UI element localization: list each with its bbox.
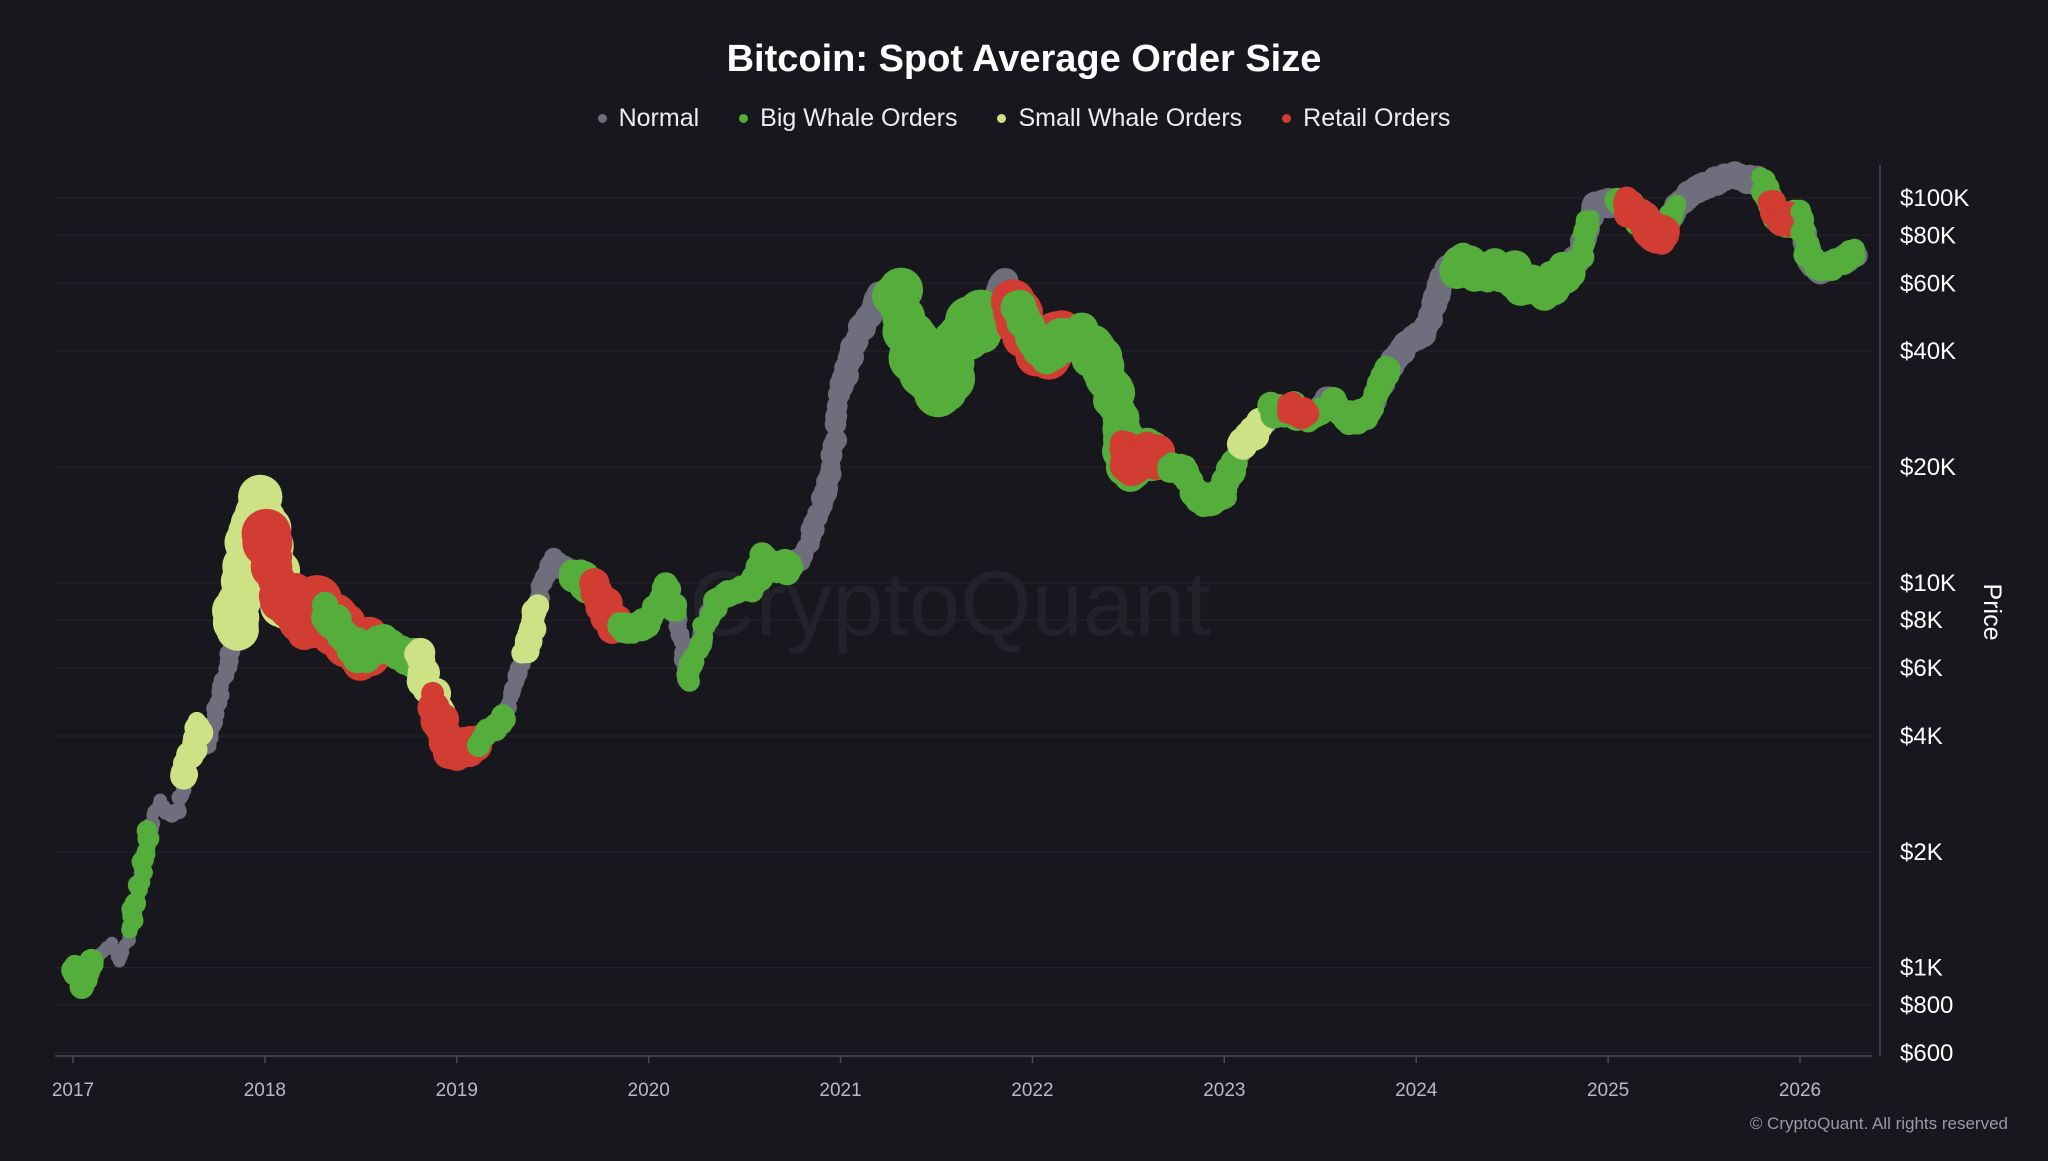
y-tick-label: $2K	[1900, 839, 1943, 866]
y-tick-label: $80K	[1900, 222, 1956, 249]
point-retail-orders	[1648, 215, 1680, 248]
y-tick-label: $10K	[1900, 570, 1956, 597]
legend-label-normal: Normal	[618, 104, 700, 132]
copyright-notice: © CryptoQuant. All rights reserved	[1749, 1114, 2008, 1133]
point-big-whale-orders	[491, 704, 515, 728]
y-axis-title: Price	[1978, 584, 2006, 641]
y-tick-label: $100K	[1900, 185, 1969, 212]
x-tick-label: 2019	[436, 1080, 478, 1101]
legend-label-retail: Retail Orders	[1303, 104, 1451, 132]
legend-label-big-whale: Big Whale Orders	[760, 104, 958, 132]
data-points	[61, 161, 1868, 999]
x-tick-label: 2023	[1203, 1080, 1245, 1101]
x-tick-label: 2017	[52, 1080, 94, 1101]
x-tick-label: 2024	[1395, 1080, 1438, 1101]
y-tick-labels: $100K $80K $60K $40K $20K $10K $8K $6K $4K $2K $1K…	[1900, 185, 1969, 1067]
y-tick-label: $60K	[1900, 270, 1956, 297]
y-tick-label: $4K	[1900, 723, 1943, 750]
point-big-whale-orders	[668, 603, 687, 622]
y-tick-label: $20K	[1900, 454, 1956, 481]
point-retail-orders	[1295, 403, 1315, 422]
legend-dot-big-whale	[739, 114, 749, 123]
legend-dot-normal	[597, 114, 607, 123]
point-normal	[825, 429, 848, 452]
x-tick-label: 2018	[244, 1080, 286, 1101]
y-tick-label: $8K	[1900, 607, 1943, 634]
point-big-whale-orders	[1844, 238, 1865, 260]
point-big-whale-orders	[136, 820, 158, 841]
x-tick-label: 2022	[1011, 1080, 1053, 1101]
legend-label-small-whale: Small Whale Orders	[1018, 104, 1243, 132]
y-tick-label: $1K	[1900, 955, 1943, 982]
legend: Normal Big Whale Orders Small Whale Orde…	[0, 104, 2048, 133]
legend-dot-small-whale	[997, 114, 1007, 123]
y-tick-label: $800	[1900, 992, 1953, 1019]
point-big-whale-orders	[780, 560, 801, 581]
legend-dot-retail	[1282, 114, 1292, 123]
legend-item-big-whale[interactable]: Big Whale Orders	[739, 104, 957, 133]
x-tick-labels: 2017 2018 2019 2020 2021 2022 2023 2024 2025 2026	[52, 1056, 1821, 1101]
point-small-whale-orders	[526, 594, 550, 618]
x-tick-label: 2021	[819, 1080, 861, 1101]
point-small-whale-orders	[189, 720, 213, 744]
point-big-whale-orders	[1374, 355, 1399, 380]
point-big-whale-orders	[82, 951, 100, 969]
point-big-whale-orders	[1667, 194, 1687, 214]
axes	[55, 165, 1881, 1057]
legend-item-retail[interactable]: Retail Orders	[1282, 104, 1450, 133]
legend-item-small-whale[interactable]: Small Whale Orders	[997, 104, 1242, 133]
y-tick-label: $40K	[1900, 338, 1956, 365]
x-tick-label: 2020	[628, 1080, 670, 1101]
legend-item-normal[interactable]: Normal	[597, 104, 700, 133]
chart-title: Bitcoin: Spot Average Order Size	[726, 38, 1322, 80]
point-big-whale-orders	[1584, 210, 1600, 226]
y-tick-label: $600	[1900, 1040, 1953, 1067]
point-normal	[171, 801, 186, 816]
y-tick-label: $6K	[1900, 655, 1943, 682]
x-tick-label: 2026	[1779, 1080, 1821, 1101]
x-tick-label: 2025	[1587, 1080, 1629, 1101]
